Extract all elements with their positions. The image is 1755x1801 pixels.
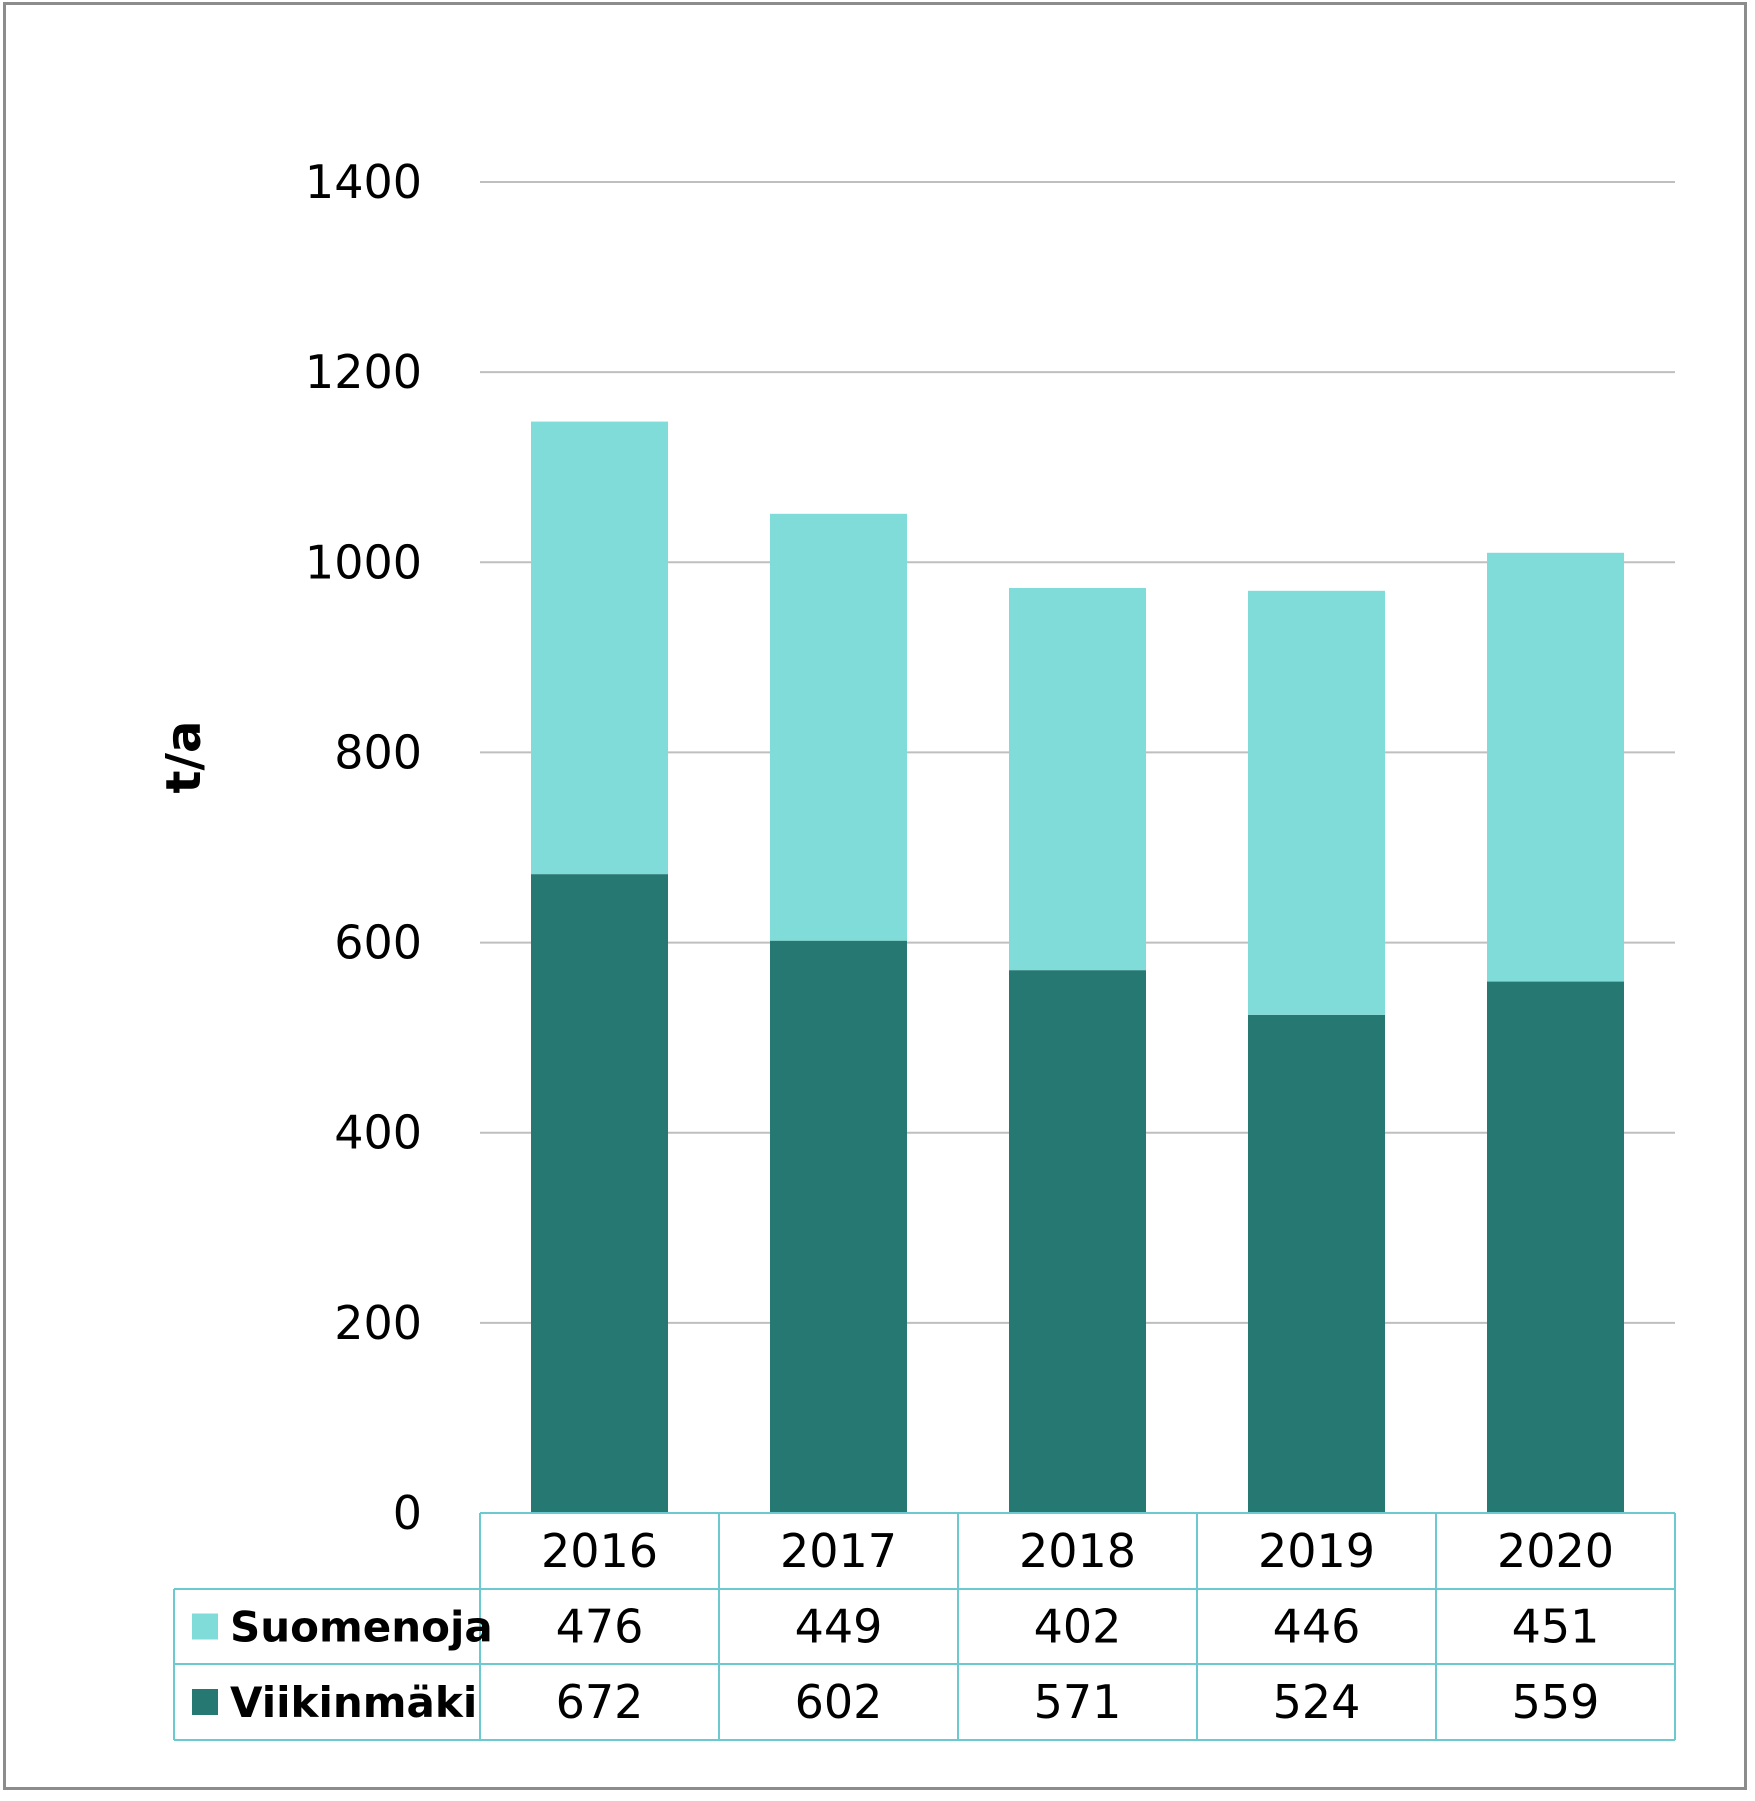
x-tick-label: 2016 <box>541 1524 658 1578</box>
data-label: 602 <box>795 1675 883 1729</box>
data-label: 451 <box>1512 1600 1600 1654</box>
y-tick-label: 1400 <box>305 155 422 209</box>
y-tick-label: 400 <box>334 1106 422 1160</box>
x-tick-label: 2020 <box>1497 1524 1614 1578</box>
y-tick-label: 600 <box>334 916 422 970</box>
legend-swatch-suomenoja <box>192 1613 218 1640</box>
y-tick-label: 1200 <box>305 345 422 399</box>
legend-label: Viikinmäki <box>230 1678 477 1727</box>
bar-suomenoja-2020 <box>1487 552 1624 982</box>
data-label: 559 <box>1512 1675 1600 1729</box>
bar-viikinmäki-2019 <box>1248 1014 1385 1513</box>
bar-viikinmäki-2018 <box>1009 970 1146 1513</box>
x-tick-label: 2019 <box>1258 1524 1375 1578</box>
data-label: 402 <box>1034 1600 1122 1654</box>
bar-suomenoja-2018 <box>1009 587 1146 971</box>
x-tick-label: 2017 <box>780 1524 897 1578</box>
y-axis-title: t/a <box>156 721 212 794</box>
data-label: 476 <box>556 1600 644 1654</box>
legend-label: Suomenoja <box>230 1603 493 1652</box>
y-tick-label: 0 <box>393 1486 422 1540</box>
legend-swatch-viikinmäki <box>192 1689 218 1715</box>
y-tick-label: 200 <box>334 1296 422 1350</box>
y-tick-label: 800 <box>334 725 422 779</box>
bar-suomenoja-2017 <box>770 513 907 941</box>
bar-suomenoja-2016 <box>531 421 668 875</box>
bar-viikinmäki-2020 <box>1487 981 1624 1513</box>
bar-viikinmäki-2016 <box>531 874 668 1513</box>
data-label: 524 <box>1273 1675 1361 1729</box>
bar-viikinmäki-2017 <box>770 940 907 1513</box>
data-label: 449 <box>795 1600 883 1654</box>
x-tick-label: 2018 <box>1019 1524 1136 1578</box>
y-tick-label: 1000 <box>305 535 422 589</box>
data-label: 672 <box>556 1675 644 1729</box>
data-label: 571 <box>1034 1675 1122 1729</box>
bar-suomenoja-2019 <box>1248 590 1385 1015</box>
data-label: 446 <box>1273 1600 1361 1654</box>
chart-frame <box>3 2 1747 1790</box>
